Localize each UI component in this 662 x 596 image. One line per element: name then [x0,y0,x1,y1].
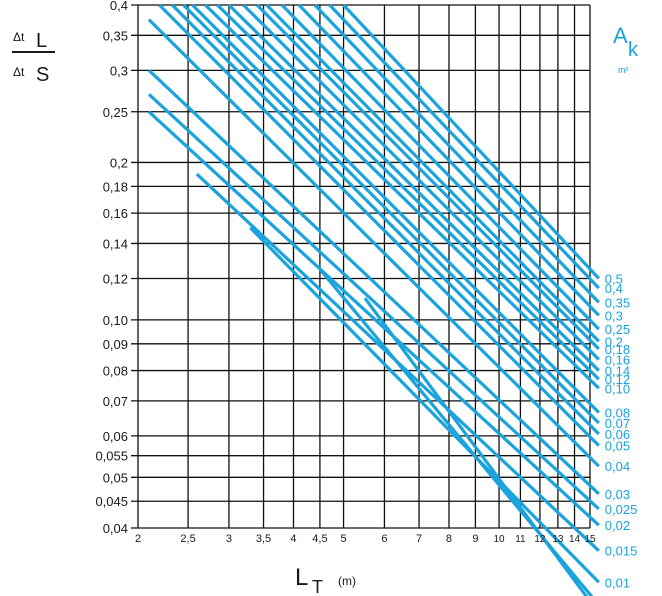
x-label-unit: (m) [338,574,356,588]
y-label-numerator-delta: Δt [13,30,25,44]
y-label-numerator-sub: L [36,30,47,52]
series-line [328,3,600,290]
y-tick-label: 0,06 [103,429,128,444]
series-line [158,3,600,447]
y-tick-label: 0,25 [103,105,128,120]
y-tick-labels: 0,04 0,045 0,05 0,055 0,06 0,07 0,08 0,09 0,10 0,… [95,0,128,536]
series-label: 0,35 [605,295,630,310]
y-tick-label: 0,04 [103,521,128,536]
series-label: 0,2 [605,334,623,349]
x-tick-label: 14 [569,534,581,545]
x-axis-label: L T (m) [295,564,356,596]
series-line [147,93,600,511]
y-tick-label: 0,16 [103,206,128,221]
series-label: 0,18 [605,342,630,357]
series-line [147,110,600,527]
series-line [147,69,600,495]
y-tick-label: 0,4 [110,0,128,13]
series-line [297,3,600,317]
series-line [182,3,600,425]
series-label: 0,015 [605,544,638,559]
series-label: 0,4 [605,281,623,296]
series-line [255,3,600,351]
x-tick-label: 12 [534,534,546,545]
y-tick-label: 0,08 [103,364,128,379]
x-tick-label: 3 [226,533,232,545]
series-label: 0,04 [605,459,630,474]
y-tick-label: 0,05 [103,470,128,485]
series-label: 0,3 [605,308,623,323]
y-tick-label: 0,18 [103,179,128,194]
series-line [242,3,600,361]
series-label: 0,03 [605,487,630,502]
series-line [363,297,589,596]
series-label: 0,06 [605,427,630,442]
x-tick-label: 5 [340,533,346,545]
x-tick-label: 10 [493,534,505,545]
series-label: 0,07 [605,416,630,431]
series-label: 0,02 [605,518,630,533]
x-tick-label: 9 [472,533,478,545]
series-line [191,3,600,414]
y-axis-label: Δt L Δt S [12,30,55,86]
series-label: 0,05 [605,439,630,454]
series-line [227,3,600,372]
y-label-denominator-sub: S [36,64,49,86]
series-line [171,3,600,436]
series-line [280,3,600,331]
series-label: 0,01 [605,575,630,590]
x-tick-label: 3,5 [256,533,271,545]
x-tick-labels: 2 2,5 3 3,5 4 4,5 5 6 7 8 9 10 11 12 13 14 15 [135,533,596,545]
series-label: 0,08 [605,406,630,421]
series-line [342,3,600,280]
series-lines [147,3,600,596]
series-line [249,226,600,584]
series-label: 0,5 [605,271,623,286]
y-tick-label: 0,10 [103,313,128,328]
y-tick-label: 0,09 [103,337,128,352]
x-tick-label: 4 [290,533,296,545]
series-line [313,3,600,304]
y-tick-label: 0,07 [103,394,128,409]
y-tick-label: 0,055 [95,449,128,464]
y-label-denominator-delta: Δt [13,65,25,79]
x-label-main: L [295,564,308,591]
series-header-main: A [613,23,628,48]
x-tick-label: 2,5 [180,533,195,545]
series-header: A k m² [613,23,639,75]
series-label: 0,25 [605,322,630,337]
series-label: 0,14 [605,364,630,379]
y-tick-label: 0,2 [110,155,128,170]
series-line [204,3,600,390]
y-tick-label: 0,045 [95,494,128,509]
series-label: 0,025 [605,502,638,517]
series-line [147,18,600,468]
series-label: 0,16 [605,352,630,367]
y-tick-label: 0,14 [103,236,128,251]
x-tick-label: 13 [552,534,564,545]
x-tick-label: 15 [584,534,596,545]
series-line [216,3,600,381]
series-header-sub: k [628,39,639,61]
x-tick-label: 11 [515,534,526,545]
y-tick-label: 0,12 [103,271,128,286]
x-label-sub: T [312,577,323,596]
x-tick-label: 7 [416,533,422,545]
series-labels: 0,50,40,350,30,250,20,180,160,140,120,10… [605,271,638,590]
series-line [265,3,600,343]
x-tick-label: 8 [446,533,452,545]
series-label: 0,12 [605,372,630,387]
x-tick-label: 2 [135,533,141,545]
x-tick-label: 6 [381,533,387,545]
series-header-unit: m² [618,65,629,75]
y-tick-label: 0,35 [103,28,128,43]
series-label: 0,10 [605,381,630,396]
x-tick-label: 4,5 [312,533,327,545]
y-tick-label: 0,3 [110,63,128,78]
